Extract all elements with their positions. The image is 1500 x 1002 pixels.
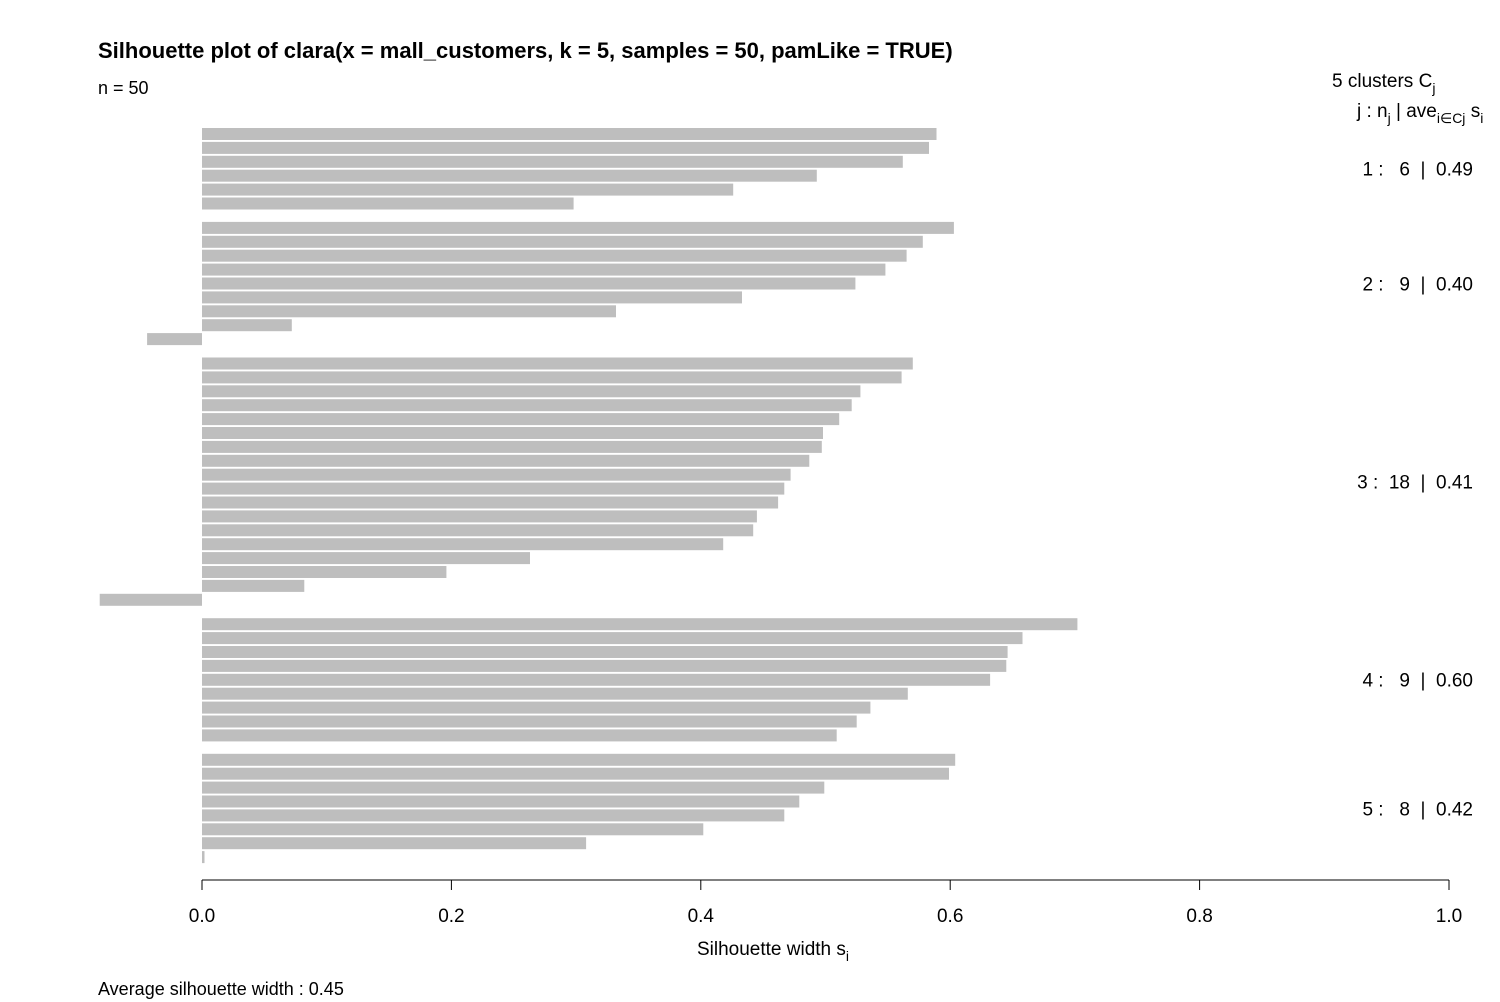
cluster-label-3: 3 : 18 | 0.41	[1357, 473, 1473, 494]
x-tick-label-0: 0.0	[189, 906, 215, 927]
silhouette-bar-c2-1	[202, 221, 954, 234]
silhouette-bar-c4-2	[202, 632, 1023, 645]
silhouette-bar-c3-3	[202, 385, 861, 398]
silhouette-bar-c4-9	[202, 729, 837, 742]
silhouette-bar-c3-4	[202, 399, 852, 412]
silhouette-bar-c5-3	[202, 781, 825, 794]
bars-group	[99, 128, 1078, 864]
silhouette-bar-c4-4	[202, 659, 1007, 672]
silhouette-bar-c1-1	[202, 128, 937, 140]
silhouette-bar-c2-3	[202, 249, 907, 262]
x-tick-label-1: 0.2	[438, 906, 464, 927]
silhouette-bar-c5-1	[202, 753, 956, 766]
silhouette-bar-c3-10	[202, 482, 785, 495]
silhouette-bar-c2-8	[202, 319, 292, 332]
silhouette-bar-c3-16	[202, 566, 447, 578]
silhouette-bar-c3-1	[202, 357, 913, 370]
cluster-label-2: 2 : 9 | 0.40	[1362, 274, 1473, 295]
silhouette-bar-c4-1	[202, 618, 1078, 631]
silhouette-bar-c4-7	[202, 701, 871, 714]
silhouette-bar-c4-5	[202, 673, 991, 686]
silhouette-bar-c2-7	[202, 305, 616, 318]
x-axis-label: Silhouette width si	[697, 939, 849, 964]
average-silhouette-footer: Average silhouette width : 0.45	[98, 979, 344, 999]
silhouette-bar-c5-5	[202, 809, 785, 822]
silhouette-bar-c3-5	[202, 413, 840, 426]
chart-subtitle: n = 50	[98, 78, 149, 98]
silhouette-bar-c4-3	[202, 646, 1008, 658]
silhouette-bar-c2-9	[147, 333, 202, 346]
silhouette-bar-c1-5	[202, 183, 734, 196]
silhouette-bar-c5-4	[202, 795, 800, 808]
legend-header-line1: 5 clusters Cj	[1332, 71, 1435, 96]
silhouette-bar-c3-17	[202, 579, 305, 592]
cluster-labels-group: 1 : 6 | 0.49 2 : 9 | 0.40 3 : 18 | 0.41 4 :…	[1357, 160, 1473, 821]
silhouette-bar-c5-6	[202, 823, 704, 836]
cluster-label-5: 5 : 8 | 0.42	[1362, 799, 1473, 820]
silhouette-bar-c1-2	[202, 141, 929, 154]
silhouette-bar-c3-15	[202, 552, 530, 565]
silhouette-bar-c5-8	[202, 851, 205, 864]
silhouette-bar-c1-6	[202, 197, 574, 210]
silhouette-bar-c2-4	[202, 263, 886, 276]
silhouette-bar-c3-2	[202, 371, 902, 384]
silhouette-bar-c5-2	[202, 767, 949, 780]
silhouette-bar-c5-7	[202, 837, 587, 850]
silhouette-bar-c3-9	[202, 468, 791, 481]
cluster-label-1: 1 : 6 | 0.49	[1362, 160, 1473, 181]
silhouette-bar-c3-11	[202, 496, 779, 509]
silhouette-bar-c3-14	[202, 538, 724, 551]
x-tick-label-5: 1.0	[1436, 906, 1462, 927]
silhouette-bar-c3-13	[202, 524, 754, 537]
silhouette-bar-c3-18	[99, 593, 202, 606]
silhouette-bar-c4-6	[202, 687, 908, 700]
silhouette-bar-c4-8	[202, 715, 857, 728]
legend-header-line2: j : nj | avei∈Cj si	[1356, 101, 1483, 126]
x-tick-label-2: 0.4	[688, 906, 715, 927]
silhouette-bar-c1-4	[202, 169, 817, 182]
silhouette-bar-c2-6	[202, 291, 742, 304]
chart-title: Silhouette plot of clara(x = mall_custom…	[98, 38, 953, 63]
silhouette-bar-c2-2	[202, 235, 923, 248]
silhouette-bar-c2-5	[202, 277, 856, 290]
cluster-label-4: 4 : 9 | 0.60	[1362, 671, 1473, 692]
x-axis: 0.0 0.2 0.4 0.6 0.8 1.0	[189, 879, 1462, 927]
x-tick-label-4: 0.8	[1186, 906, 1212, 927]
silhouette-bar-c3-6	[202, 427, 823, 439]
x-tick-label-3: 0.6	[937, 906, 963, 927]
silhouette-bar-c3-7	[202, 440, 822, 453]
silhouette-bar-c3-12	[202, 510, 757, 523]
silhouette-bar-c3-8	[202, 454, 810, 467]
silhouette-bar-c1-3	[202, 155, 903, 168]
